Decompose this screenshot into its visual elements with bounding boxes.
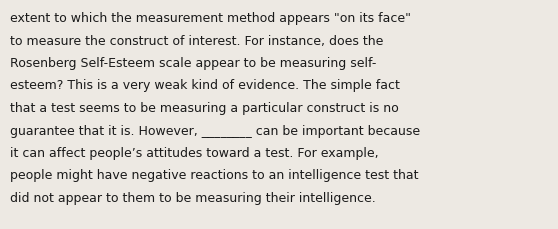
Text: to measure the construct of interest. For instance, does the: to measure the construct of interest. Fo… <box>10 34 383 47</box>
Text: it can affect people’s attitudes toward a test. For example,: it can affect people’s attitudes toward … <box>10 146 379 159</box>
Text: did not appear to them to be measuring their intelligence.: did not appear to them to be measuring t… <box>10 191 376 204</box>
Text: esteem? This is a very weak kind of evidence. The simple fact: esteem? This is a very weak kind of evid… <box>10 79 400 92</box>
Text: extent to which the measurement method appears "on its face": extent to which the measurement method a… <box>10 12 411 25</box>
Text: Rosenberg Self-Esteem scale appear to be measuring self-: Rosenberg Self-Esteem scale appear to be… <box>10 57 377 70</box>
Text: that a test seems to be measuring a particular construct is no: that a test seems to be measuring a part… <box>10 101 399 114</box>
Text: people might have negative reactions to an intelligence test that: people might have negative reactions to … <box>10 169 418 182</box>
Text: guarantee that it is. However, ________ can be important because: guarantee that it is. However, ________ … <box>10 124 420 137</box>
